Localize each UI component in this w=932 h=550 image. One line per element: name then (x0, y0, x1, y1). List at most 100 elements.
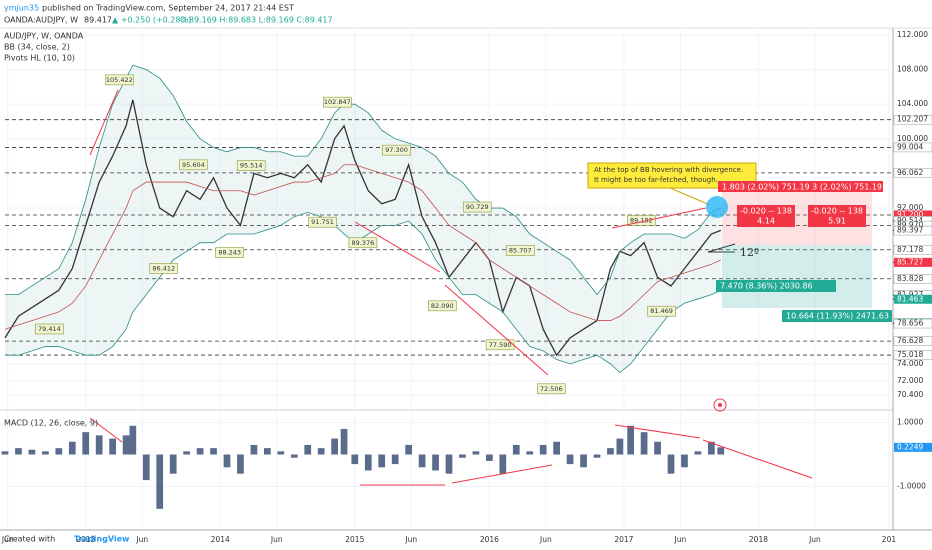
pivot-label: 89.376 (352, 239, 375, 247)
macd-bar (627, 425, 634, 455)
macd-arrow (614, 424, 701, 439)
pivot-label: 95.514 (240, 162, 263, 170)
macd-bar (391, 454, 399, 465)
legend-main: AUD/JPY, W, OANDA (4, 32, 84, 41)
pivot-label-bg (348, 237, 378, 249)
level-label-bg (894, 210, 932, 220)
target-icon (713, 398, 727, 412)
plot: Jun 2013 Jun 2014 Jun 2015 Jun 2016 Jun 2017 Jun 20… (1, 28, 932, 544)
target-label: 7.470 (8.36%) 2030.86 (720, 282, 813, 291)
level-label-bg (893, 318, 932, 329)
position-box-text: 4.14 (757, 217, 775, 226)
pivot-label: 90.729 (466, 203, 489, 211)
pivot-label-bg (647, 305, 676, 317)
macd-bar (539, 444, 547, 455)
level-label-bg (893, 225, 932, 236)
x-tick-label: Jun (539, 535, 552, 544)
macd-bar (432, 454, 439, 471)
pivot-label: 97.300 (385, 146, 408, 154)
position-box-text: -0.020 -- 138 (811, 207, 863, 216)
macd-bar (472, 451, 480, 455)
macd-bar (277, 451, 285, 455)
position-box-text: -0.020 -- 138 (740, 207, 792, 216)
ohlc: O:89.169 H:89.683 L:89.169 C:89.417 (180, 16, 333, 25)
level-label: 96.062 (897, 168, 923, 177)
target-label-bg (782, 310, 892, 322)
level-label: 91.200 (897, 210, 923, 219)
level-label: 76.628 (897, 336, 923, 345)
trend-arrow (611, 207, 707, 229)
y-tick-label: 72.000 (897, 376, 923, 385)
pivot-label: 89.182 (630, 216, 653, 224)
y-tick-label: 104.000 (897, 99, 928, 108)
legend-bb: BB (34, close, 2) (4, 43, 70, 52)
band-line (4, 164, 721, 330)
macd-bar (109, 438, 116, 455)
author[interactable]: ymjun35 (4, 4, 39, 13)
macd-bar (640, 432, 648, 455)
y-tick-label: 112.000 (897, 30, 928, 39)
macd-current-bg (894, 442, 932, 452)
trend-arrow (354, 221, 441, 273)
pivot-label: 91.751 (311, 218, 334, 226)
macd-bar (1, 451, 9, 455)
macd-bar (364, 454, 372, 471)
x-tick-label: Jun (808, 535, 821, 544)
pivot-label-bg (149, 263, 179, 274)
macd-bar (68, 441, 76, 455)
pivot-label-bg (427, 300, 457, 312)
footer-created: Created with (4, 535, 55, 544)
target-zone (722, 245, 872, 308)
trend-arrow (89, 89, 119, 156)
y-tick-label: 74.000 (897, 359, 923, 368)
macd-bar (55, 448, 63, 455)
pivot-label-bg (35, 323, 64, 335)
angle-label: 12º (740, 246, 759, 259)
macd-bar (459, 454, 466, 458)
last-price: 89.417 (84, 16, 112, 25)
pivot-label: 85.707 (509, 247, 532, 255)
callout-pointer (669, 187, 711, 206)
callout-text: At the top of BB hovering with divergenc… (594, 166, 743, 174)
level-label-bg (894, 257, 932, 267)
pivot-label: 82.090 (431, 302, 454, 310)
macd-bar (694, 451, 702, 455)
level-label-bg (893, 245, 932, 255)
macd-bar (250, 444, 258, 455)
macd-bar (264, 448, 271, 455)
x-tick-label: 201 (882, 535, 897, 544)
level-label: 90.514 (897, 216, 923, 225)
pivot-label: 81.469 (650, 307, 673, 315)
macd-bar (708, 441, 715, 455)
macd-bar (223, 454, 231, 468)
level-label-bg (894, 294, 932, 304)
target-icon (718, 403, 722, 407)
macd-bar (681, 454, 688, 468)
macd-bar (304, 444, 312, 455)
macd-bar (607, 448, 614, 455)
macd-bar (237, 454, 244, 474)
x-tick-label: Jun (674, 535, 687, 544)
footer-brand[interactable]: TradingView (74, 535, 130, 544)
change: ▲ +0.250 (+0.28%) (112, 16, 191, 25)
macd-bar (553, 441, 560, 455)
macd-bar (196, 448, 204, 455)
y-tick-label: 92.000 (897, 203, 923, 212)
published: published on TradingView.com, September … (42, 4, 294, 13)
macd-bar (499, 454, 507, 474)
macd-bar (122, 435, 130, 455)
level-label: 81.927 (897, 290, 923, 299)
macd-bar (42, 451, 49, 455)
level-label: 89.397 (897, 226, 923, 235)
macd-bar (169, 454, 177, 474)
macd-bar (593, 454, 601, 458)
pivot-label: 77.590 (489, 341, 512, 349)
pivot-label: 105.422 (106, 76, 133, 84)
macd-current-label: 0.2249 (897, 442, 923, 451)
pivot-label: 88.243 (218, 249, 241, 257)
macd-bar (667, 454, 675, 474)
macd-bar (351, 454, 359, 465)
position-box-text: 5.91 (828, 217, 846, 226)
target-label-bg (716, 280, 836, 292)
